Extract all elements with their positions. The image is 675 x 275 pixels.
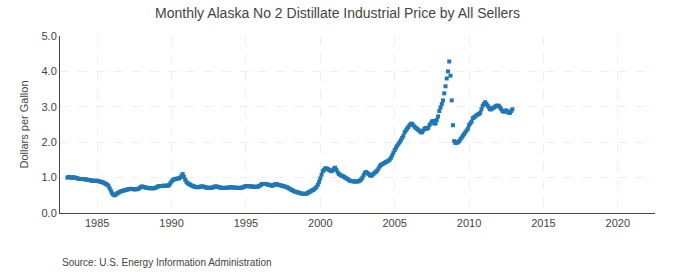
svg-text:2000: 2000 — [308, 217, 332, 229]
svg-text:3.0: 3.0 — [42, 101, 57, 113]
svg-text:2010: 2010 — [457, 217, 481, 229]
svg-text:1990: 1990 — [159, 217, 183, 229]
svg-text:1995: 1995 — [234, 217, 258, 229]
svg-text:2005: 2005 — [382, 217, 406, 229]
svg-text:Dollars per Gallon: Dollars per Gallon — [18, 80, 30, 168]
svg-text:2015: 2015 — [531, 217, 555, 229]
svg-text:Source: U.S. Energy Informatio: Source: U.S. Energy Information Administ… — [62, 257, 272, 268]
svg-text:2020: 2020 — [606, 217, 630, 229]
svg-text:2.0: 2.0 — [42, 136, 57, 148]
svg-text:Monthly Alaska No 2 Distillate: Monthly Alaska No 2 Distillate Industria… — [155, 5, 520, 21]
svg-text:0.0: 0.0 — [42, 207, 57, 219]
svg-text:4.0: 4.0 — [42, 65, 57, 77]
svg-text:1.0: 1.0 — [42, 171, 57, 183]
svg-text:5.0: 5.0 — [42, 30, 57, 42]
svg-text:1985: 1985 — [85, 217, 109, 229]
